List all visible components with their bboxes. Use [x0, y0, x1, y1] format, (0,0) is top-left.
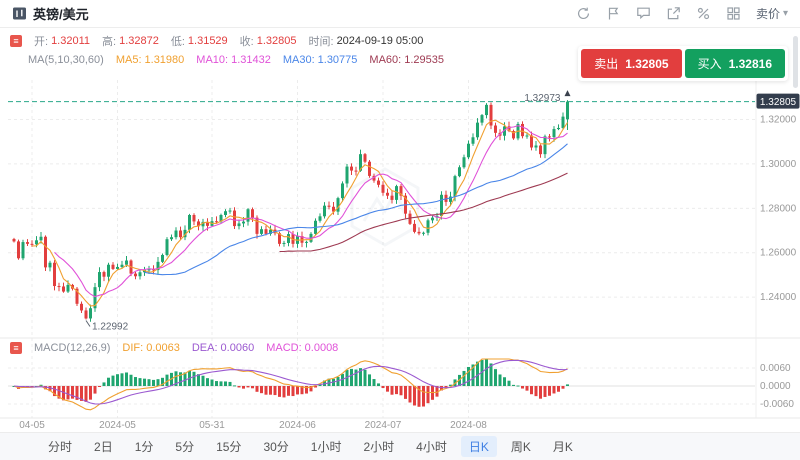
price-type-dropdown[interactable]: 卖价 ▾ [756, 5, 788, 22]
price-type-label: 卖价 [755, 7, 780, 21]
ma30-value: 1.30775 [317, 54, 358, 66]
close-value: 1.32805 [256, 35, 297, 47]
timeframe-item[interactable]: 2日 [94, 440, 113, 454]
grid-icon[interactable] [726, 6, 741, 21]
main-indicator-icon[interactable] [10, 35, 22, 47]
ma60-label: MA60: [369, 54, 402, 66]
share-icon[interactable] [666, 6, 681, 21]
timeframe-toolbar: 分时 2日 1分 5分 15分 30分 1小时 2小时 4小时 日K 周K 月K [0, 432, 800, 460]
instrument-icon [12, 6, 27, 21]
time-label: 时间: [308, 36, 334, 48]
svg-text:2024-08: 2024-08 [450, 420, 487, 431]
svg-text:1.32000: 1.32000 [760, 115, 797, 126]
ma5-value: 1.31980 [144, 54, 185, 66]
ma10-label: MA10: [196, 54, 229, 66]
sell-price: 1.32805 [625, 56, 669, 71]
svg-text:1.28000: 1.28000 [760, 203, 797, 214]
flag-icon[interactable] [606, 6, 621, 21]
low-value: 1.31529 [187, 35, 228, 47]
watermark-logo [350, 167, 420, 247]
ohlc-legend: 开:1.32011 高:1.32872 低:1.31529 收:1.32805 … [10, 33, 423, 49]
svg-text:1.26000: 1.26000 [760, 248, 797, 259]
timeframe-item[interactable]: 4小时 [416, 440, 447, 454]
instrument-title: 英镑/美元 [33, 7, 89, 22]
candlestick-chart[interactable]: 04-05 2024-05 05-31 2024-06 2024-07 2024-08 1.… [0, 74, 800, 432]
svg-text:1.22992: 1.22992 [92, 322, 129, 333]
open-value: 1.32011 [51, 35, 91, 47]
ma10-value: 1.31432 [231, 54, 271, 66]
svg-text:1.30000: 1.30000 [760, 159, 797, 170]
ma-group-label: MA(5,10,30,60) [28, 54, 104, 66]
svg-text:1.24000: 1.24000 [760, 292, 797, 303]
buy-price: 1.32816 [728, 56, 772, 71]
sell-button[interactable]: 卖出 1.32805 [581, 49, 682, 78]
svg-text:0.0060: 0.0060 [760, 363, 791, 374]
svg-text:05-31: 05-31 [199, 420, 225, 431]
svg-text:-0.0060: -0.0060 [760, 399, 794, 410]
ma30-label: MA30: [282, 54, 315, 66]
timeframe-item[interactable]: 2小时 [363, 440, 395, 454]
caret-down-icon: ▾ [782, 7, 788, 19]
low-label: 低: [170, 36, 185, 48]
timeframe-item[interactable]: 周K [510, 440, 531, 454]
header-icon-group: 卖价 ▾ [576, 5, 788, 22]
scrollbar-thumb[interactable] [793, 36, 798, 88]
ma5-label: MA5: [115, 54, 142, 66]
macd-indicator-icon[interactable] [10, 342, 22, 354]
buy-label: 买入 [697, 57, 722, 71]
refresh-icon[interactable] [576, 6, 591, 21]
trade-button-group: 卖出 1.32805 买入 1.32816 [578, 46, 788, 81]
timeframe-item[interactable]: 1小时 [310, 440, 342, 454]
timeframe-item[interactable]: 月K [552, 440, 573, 454]
percent-icon[interactable] [696, 6, 711, 21]
svg-text:2024-05: 2024-05 [99, 420, 136, 431]
svg-text:2024-07: 2024-07 [365, 420, 402, 431]
header-bar: 英镑/美元 卖价 ▾ [0, 0, 800, 28]
sell-label: 卖出 [594, 57, 619, 71]
open-label: 开: [34, 36, 49, 48]
time-value: 2024-09-19 05:00 [336, 35, 424, 47]
svg-text:1.32805: 1.32805 [760, 97, 797, 108]
close-label: 收: [239, 36, 254, 48]
ma60-value: 1.29535 [404, 54, 444, 66]
buy-button[interactable]: 买入 1.32816 [684, 49, 785, 78]
high-label: 高: [102, 36, 117, 48]
timeframe-item[interactable]: 1分 [134, 440, 154, 454]
timeframe-item[interactable]: 30分 [263, 440, 289, 454]
timeframe-item[interactable]: 15分 [216, 440, 242, 454]
svg-text:1.32973: 1.32973 [524, 93, 561, 104]
timeframe-item[interactable]: 分时 [48, 440, 73, 454]
comment-icon[interactable] [636, 6, 651, 21]
svg-text:2024-06: 2024-06 [279, 420, 316, 431]
timeframe-item[interactable]: 5分 [175, 440, 195, 454]
svg-text:0.0000: 0.0000 [760, 381, 791, 392]
svg-text:04-05: 04-05 [19, 420, 45, 431]
ma-legend: MA(5,10,30,60) MA5: 1.31980 MA10: 1.31432 … [10, 54, 444, 66]
high-value: 1.32872 [119, 35, 159, 47]
timeframe-item[interactable]: 日K [460, 436, 497, 457]
